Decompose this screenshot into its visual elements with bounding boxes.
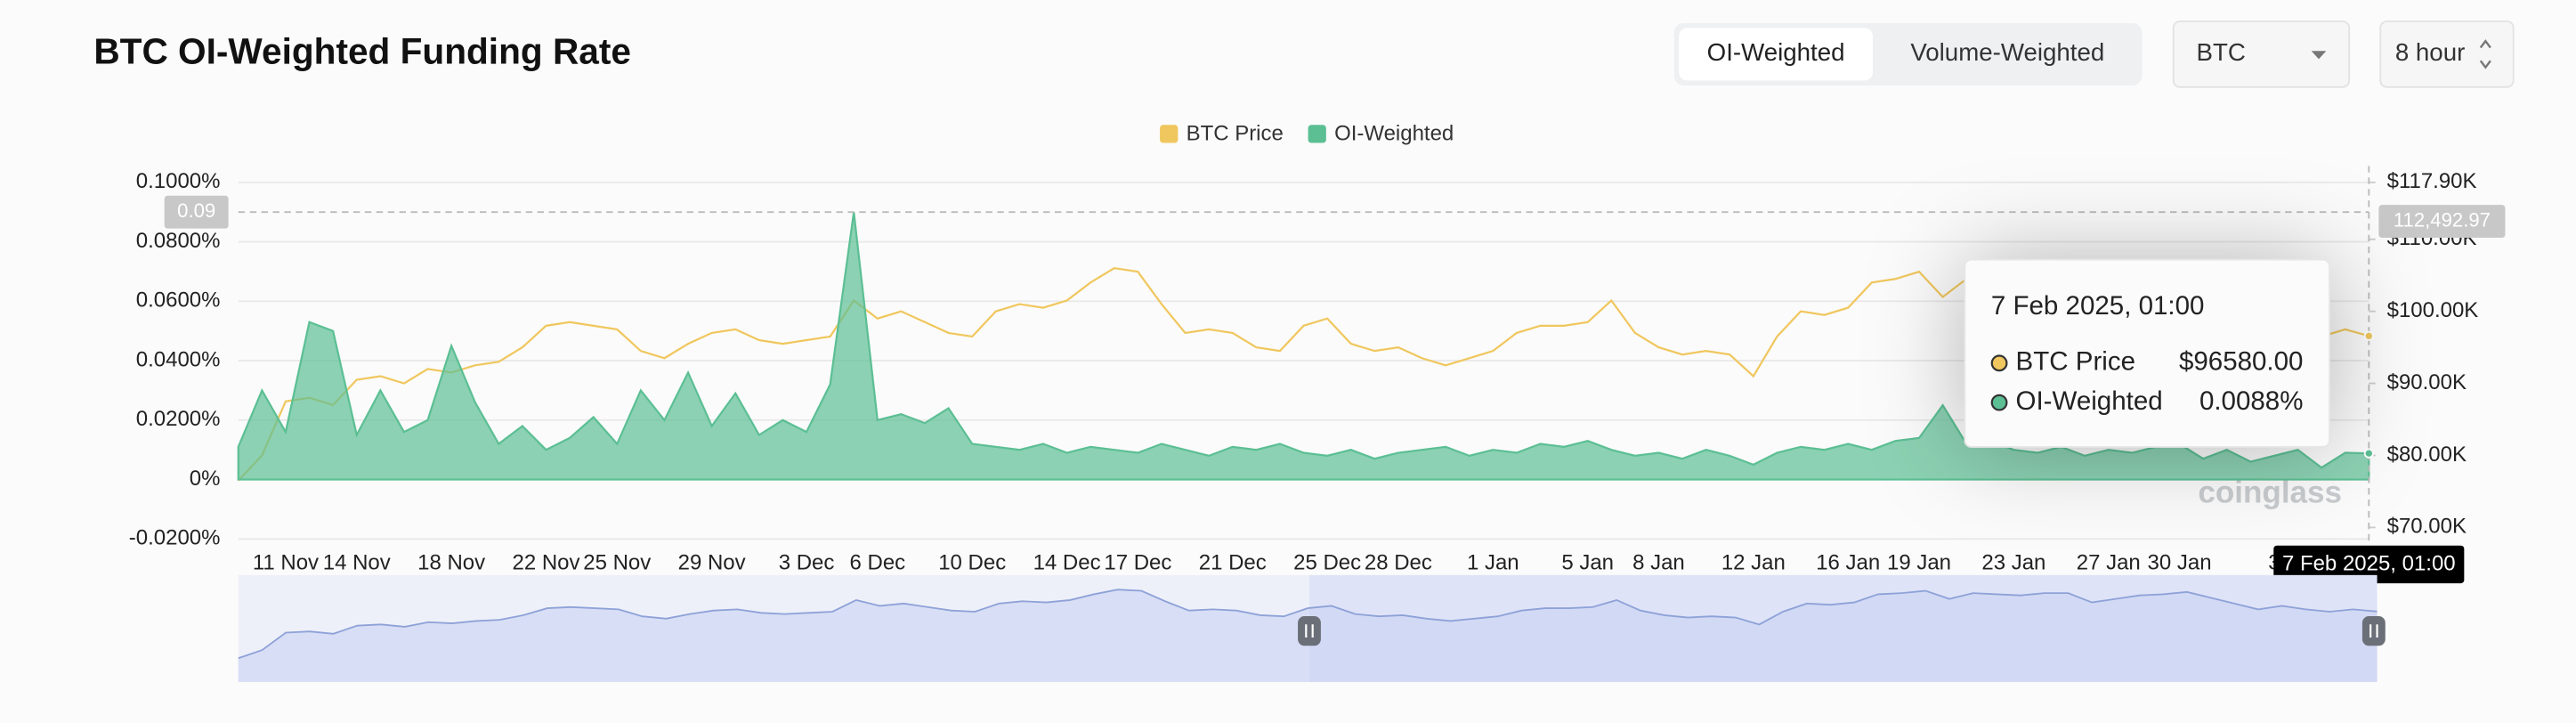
interval-select[interactable] — [2379, 20, 2515, 88]
x-tick-label: 1 Jan — [1467, 550, 1519, 574]
x-tick-label: 14 Nov — [323, 550, 391, 574]
crosshair-y2-label: 112,492.97 — [2394, 208, 2491, 231]
x-tick-label: 8 Jan — [1632, 550, 1685, 574]
x-tick-label: 16 Jan — [1816, 550, 1880, 574]
x-tick-label: 12 Jan — [1721, 550, 1786, 574]
y2-tick-label: $70.00K — [2387, 515, 2467, 539]
y2-tick-label: $100.00K — [2387, 298, 2479, 322]
x-tick-label: 23 Jan — [1981, 550, 2045, 574]
x-tick-label: 17 Dec — [1104, 550, 1171, 574]
x-tick-label: 25 Dec — [1293, 550, 1361, 574]
x-tick-label: 3 Dec — [779, 550, 835, 574]
x-tick-label: 14 Dec — [1033, 550, 1101, 574]
tab-active[interactable] — [1679, 28, 1873, 81]
x-tick-label: 29 Nov — [678, 550, 746, 574]
x-tick-label: 27 Jan — [2077, 550, 2141, 574]
handle-body[interactable] — [2361, 616, 2386, 646]
x-tick-label: 21 Dec — [1199, 550, 1267, 574]
y-tick-label: 0.0400% — [136, 347, 221, 371]
tooltip-value: $96580.00 — [2179, 347, 2304, 377]
watermark: coinglass — [2198, 475, 2342, 510]
crosshair-y-box — [164, 195, 229, 229]
y2-tick-label: $80.00K — [2387, 443, 2467, 467]
hover-point — [2363, 330, 2374, 341]
tooltip-value: 0.0088% — [2199, 386, 2304, 416]
x-tick-label: 11 Nov — [253, 550, 319, 574]
x-tick-label: 6 Dec — [849, 550, 905, 574]
legend-label: BTC Price — [1187, 122, 1284, 146]
interval-value[interactable]: 8 hour — [2395, 38, 2465, 66]
y-tick-label: 0.0600% — [136, 288, 221, 313]
legend-swatch — [1160, 125, 1179, 143]
x-tick-label: 25 Nov — [583, 550, 651, 574]
x-tick-label: 18 Nov — [417, 550, 485, 574]
tab[interactable]: OI-Weighted — [1707, 38, 1845, 66]
navigator-handle[interactable] — [1298, 616, 1321, 646]
x-tick-label: 30 Jan — [2148, 550, 2212, 574]
tooltip-series-name: OI-Weighted — [2016, 386, 2163, 416]
crosshair-y-label: 0.09 — [177, 199, 215, 222]
x-tick-label: 10 Dec — [938, 550, 1006, 574]
x-tick-label: 22 Nov — [512, 550, 579, 574]
symbol-select[interactable] — [2172, 20, 2351, 88]
area-series — [237, 212, 2370, 481]
legend-swatch — [1308, 125, 1326, 143]
handle-grip — [1305, 624, 1314, 638]
tooltip-title: 7 Feb 2025, 01:00 — [1991, 291, 2205, 321]
tooltip-dot — [1990, 394, 2008, 411]
tab[interactable]: Volume-Weighted — [1910, 38, 2104, 66]
legend-label: OI-Weighted — [1334, 122, 1454, 146]
crosshair-y2-box — [2378, 205, 2506, 239]
navigator-line — [238, 589, 2378, 660]
y2-tick-label: $90.00K — [2387, 370, 2467, 394]
tooltip-series-name: BTC Price — [2016, 347, 2135, 377]
y-tick-label: -0.0200% — [129, 526, 221, 550]
x-tick-label: 5 Jan — [1561, 550, 1614, 574]
hover-point — [2363, 448, 2374, 459]
y-tick-label: 0% — [190, 467, 221, 491]
select-caret — [2311, 51, 2327, 60]
y-tick-label: 0.1000% — [136, 169, 221, 193]
tooltip-dot — [1990, 354, 2008, 372]
interval-arrows — [2479, 39, 2491, 69]
x-tick-label: 28 Dec — [1365, 550, 1432, 574]
handle-body[interactable] — [1298, 616, 1321, 646]
chart-title: BTC OI-Weighted Funding Rate — [93, 31, 631, 72]
crosshair-x-box — [2273, 545, 2465, 584]
y-tick-label: 0.0800% — [136, 229, 221, 253]
y-tick-label: 0.0200% — [136, 407, 221, 431]
y2-tick-label: $117.90K — [2387, 169, 2477, 193]
tooltip-box — [1964, 258, 2330, 448]
handle-grip — [2369, 624, 2378, 638]
navigator-handle[interactable] — [2361, 616, 2386, 646]
symbol-value[interactable]: BTC — [2197, 38, 2246, 66]
x-tick-label: 19 Jan — [1887, 550, 1951, 574]
crosshair-x-label: 7 Feb 2025, 01:00 — [2282, 551, 2456, 575]
